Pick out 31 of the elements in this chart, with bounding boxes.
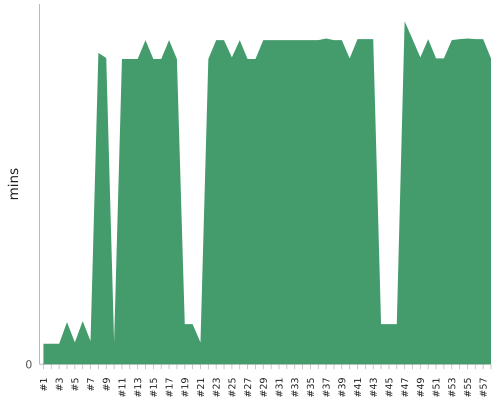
x-tick-label: #11 bbox=[118, 378, 126, 397]
x-tick-label: #13 bbox=[134, 378, 142, 397]
x-tick-label: #31 bbox=[275, 378, 283, 397]
x-tick-label: #57 bbox=[480, 378, 487, 397]
x-tick-label: #7 bbox=[87, 378, 94, 391]
x-tick-label: #9 bbox=[102, 378, 110, 391]
x-tick-label: #37 bbox=[322, 378, 330, 397]
x-tick-label: #17 bbox=[166, 378, 173, 397]
x-tick-label: #19 bbox=[181, 378, 188, 397]
x-tick-label: #27 bbox=[244, 378, 252, 397]
x-tick-label: #49 bbox=[416, 378, 424, 397]
x-tick-label: #21 bbox=[196, 378, 204, 397]
x-tick-label: #41 bbox=[354, 378, 361, 397]
x-tick-label: #1 bbox=[40, 378, 47, 391]
x-tick-label: #55 bbox=[464, 378, 471, 397]
x-tick-label: #5 bbox=[71, 378, 78, 391]
x-tick-label: #43 bbox=[370, 378, 377, 397]
x-tick-label: #45 bbox=[385, 378, 392, 397]
x-tick-label: #25 bbox=[228, 378, 236, 397]
x-tick-label: #33 bbox=[291, 378, 298, 397]
x-tick-label: #23 bbox=[212, 378, 220, 397]
y-axis-title: mins bbox=[8, 168, 18, 200]
x-tick-label: #47 bbox=[401, 378, 408, 397]
text: 0 bbox=[26, 360, 32, 368]
x-tick-label: #39 bbox=[338, 378, 346, 397]
x-tick-label: #15 bbox=[150, 378, 157, 397]
x-tick-label: #35 bbox=[306, 378, 314, 397]
x-tick-label: #53 bbox=[448, 378, 456, 397]
x-tick-label: #29 bbox=[260, 378, 267, 397]
x-tick-label: #3 bbox=[56, 378, 63, 391]
x-tick-label: #51 bbox=[432, 378, 440, 397]
